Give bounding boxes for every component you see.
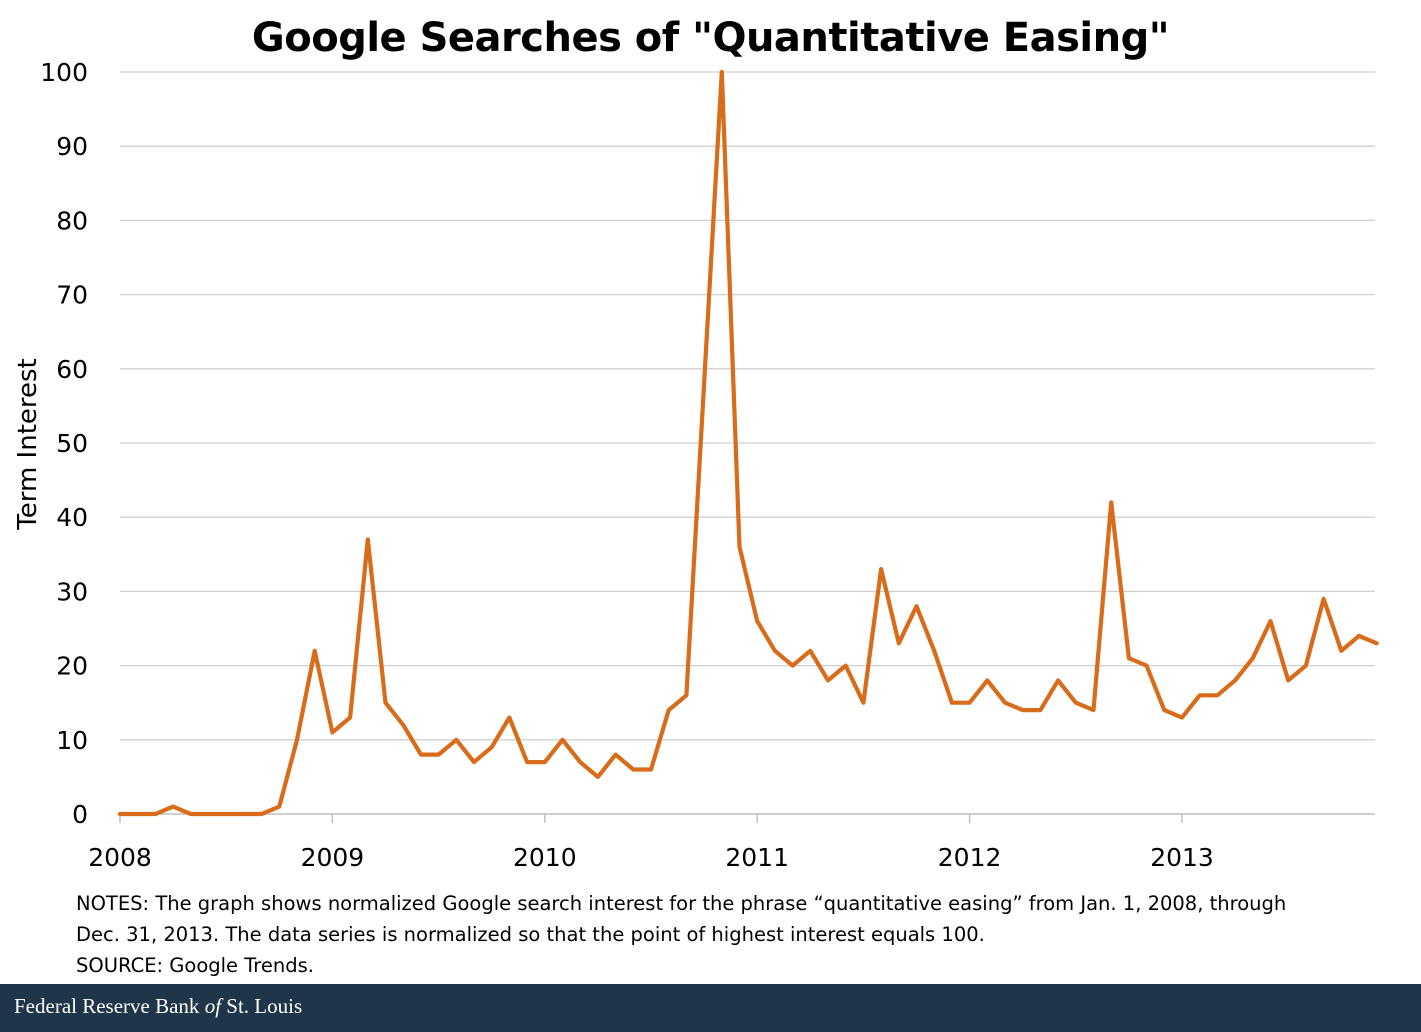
y-tick-label: 60 (56, 355, 88, 384)
y-tick-label: 20 (56, 652, 88, 681)
x-tick-label: 2012 (938, 843, 1002, 872)
y-tick-label: 100 (40, 58, 88, 87)
y-tick-label: 40 (56, 503, 88, 532)
y-tick-label: 10 (56, 726, 88, 755)
chart-notes: NOTES: The graph shows normalized Google… (76, 888, 1396, 981)
footer-text-italic: of (204, 994, 222, 1018)
y-tick-label: 80 (56, 206, 88, 235)
footer-brand: Federal Reserve Bank of St. Louis (14, 994, 302, 1019)
footer-text-prefix: Federal Reserve Bank (14, 994, 205, 1018)
y-tick-label: 30 (56, 577, 88, 606)
y-tick-labels: 0 10 20 30 40 50 60 70 80 90 100 (40, 58, 88, 829)
axes (119, 813, 1375, 823)
x-tick-label: 2008 (88, 843, 152, 872)
y-axis-label: Term Interest (13, 358, 43, 530)
notes-line-1: NOTES: The graph shows normalized Google… (76, 892, 1287, 915)
y-tick-label: 0 (72, 800, 88, 829)
series-lines (117, 69, 1379, 817)
notes-line-2: Dec. 31, 2013. The data series is normal… (76, 923, 985, 946)
y-tick-label: 70 (56, 281, 88, 310)
y-tick-label: 90 (56, 132, 88, 161)
footer-text-suffix: St. Louis (221, 994, 303, 1018)
source-line: SOURCE: Google Trends. (76, 954, 314, 977)
x-tick-label: 2011 (725, 843, 789, 872)
grid-lines (120, 71, 1375, 741)
series-line-0 (117, 69, 1379, 817)
x-tick-label: 2009 (301, 843, 365, 872)
y-tick-label: 50 (56, 429, 88, 458)
chart-title: Google Searches of "Quantitative Easing" (251, 15, 1170, 61)
x-tick-label: 2010 (513, 843, 577, 872)
footer-bar: Federal Reserve Bank of St. Louis (0, 984, 1421, 1032)
x-tick-labels: 2008 2009 2010 2011 2012 2013 (88, 843, 1214, 872)
x-tick-label: 2013 (1150, 843, 1214, 872)
